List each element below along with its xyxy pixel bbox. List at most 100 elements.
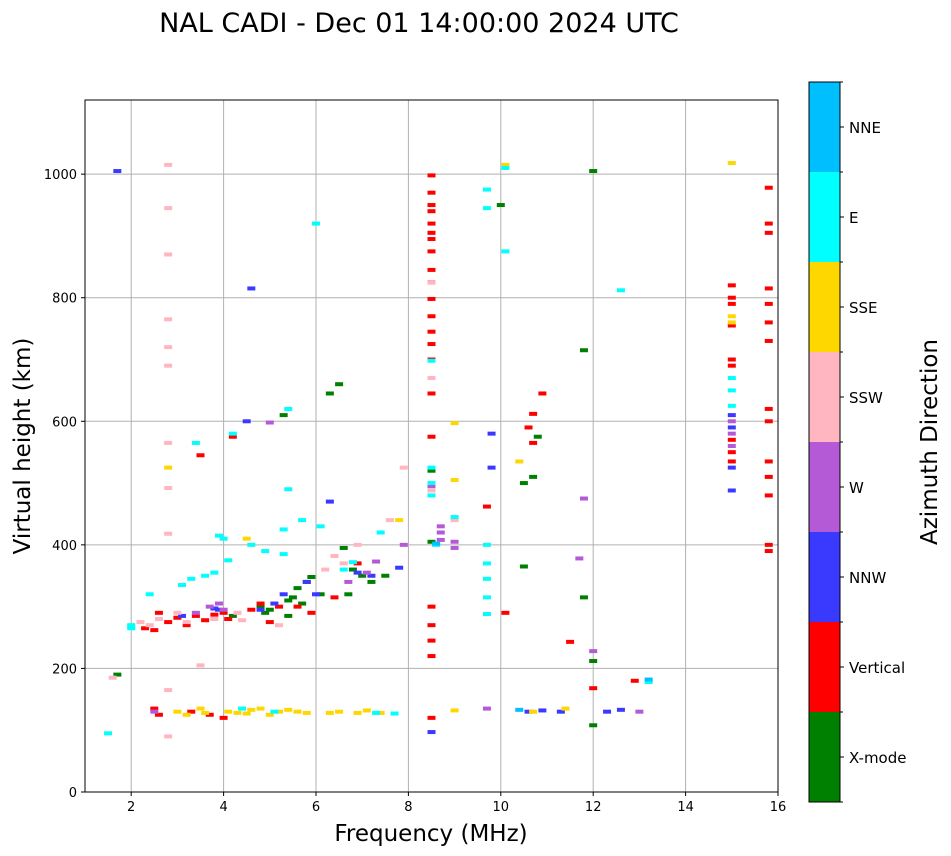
data-point xyxy=(242,419,251,424)
data-point xyxy=(395,518,404,523)
data-point xyxy=(427,654,436,659)
data-point xyxy=(178,613,187,618)
data-point xyxy=(427,493,436,498)
data-point xyxy=(589,686,598,691)
data-point xyxy=(275,623,284,628)
data-point xyxy=(427,623,436,628)
series-e xyxy=(104,165,736,736)
data-point xyxy=(284,613,293,618)
data-point xyxy=(616,707,625,712)
data-point xyxy=(275,604,284,609)
data-point xyxy=(312,592,320,597)
data-point xyxy=(566,639,575,644)
data-point xyxy=(201,710,210,715)
data-point xyxy=(427,730,436,735)
y-axis-label: Virtual height (km) xyxy=(10,338,36,555)
data-point xyxy=(427,715,436,720)
data-point xyxy=(325,391,334,396)
data-point xyxy=(482,595,491,600)
data-point xyxy=(372,559,381,564)
data-point xyxy=(529,440,538,445)
series-nne xyxy=(432,541,653,712)
data-point xyxy=(427,488,436,493)
data-point xyxy=(501,610,510,615)
data-point xyxy=(496,203,505,208)
data-point xyxy=(191,440,200,445)
series-w xyxy=(150,419,736,714)
colorbar-frame xyxy=(808,81,841,803)
data-point xyxy=(482,206,491,211)
data-point xyxy=(353,561,362,566)
data-point xyxy=(727,320,736,325)
data-point xyxy=(764,474,773,479)
data-point xyxy=(224,617,233,621)
data-point xyxy=(224,709,233,714)
data-point xyxy=(450,518,459,523)
data-point xyxy=(501,165,510,170)
data-point xyxy=(205,604,214,609)
data-point xyxy=(210,570,219,575)
colorbar-tick-label: NNE xyxy=(849,119,881,137)
data-point xyxy=(524,425,533,430)
data-point xyxy=(482,504,491,509)
y-tick-label: 600 xyxy=(52,415,77,430)
data-point xyxy=(256,604,265,609)
data-point xyxy=(385,518,394,523)
data-point xyxy=(261,610,270,615)
data-point xyxy=(302,710,311,715)
data-point xyxy=(427,391,436,396)
data-point xyxy=(427,190,436,195)
data-point xyxy=(727,403,736,408)
data-point xyxy=(427,358,436,363)
data-point xyxy=(727,363,736,368)
data-point xyxy=(764,286,773,291)
data-point xyxy=(224,558,233,563)
data-point xyxy=(164,252,173,257)
data-point xyxy=(279,527,288,532)
data-point xyxy=(358,573,367,578)
data-point xyxy=(145,623,154,628)
data-point xyxy=(307,610,316,615)
data-point xyxy=(228,431,237,436)
data-point xyxy=(284,598,293,603)
data-point xyxy=(150,628,159,633)
series-vertical xyxy=(141,173,773,720)
colorbar-label: Azimuth Direction xyxy=(917,339,943,545)
data-point xyxy=(515,459,524,464)
data-point xyxy=(579,348,588,353)
data-point xyxy=(288,595,297,600)
data-point xyxy=(589,723,598,728)
colorbar-tick-label: Vertical xyxy=(849,659,905,677)
data-point xyxy=(533,434,542,439)
data-point xyxy=(427,604,436,609)
data-point xyxy=(727,357,736,362)
data-point xyxy=(219,715,228,720)
data-point xyxy=(427,468,436,473)
data-point xyxy=(164,688,173,693)
data-point xyxy=(427,481,436,486)
data-point xyxy=(764,338,773,343)
data-point xyxy=(372,710,381,715)
data-point xyxy=(427,539,436,544)
data-point xyxy=(335,382,344,387)
data-point xyxy=(727,323,736,328)
x-tick-label: 6 xyxy=(312,800,320,815)
data-point xyxy=(164,345,173,350)
colorbar-tick-label: X-mode xyxy=(849,749,906,767)
data-point xyxy=(339,567,348,572)
data-point xyxy=(353,710,362,715)
data-point xyxy=(764,320,773,325)
x-tick-label: 10 xyxy=(493,800,510,815)
data-point xyxy=(164,317,173,322)
y-tick-label: 400 xyxy=(52,539,77,554)
data-point xyxy=(616,288,625,293)
data-point xyxy=(344,579,353,584)
data-point xyxy=(335,709,344,714)
colorbar-segment xyxy=(809,82,840,172)
data-point xyxy=(427,638,436,643)
data-point xyxy=(164,620,173,625)
data-point xyxy=(127,623,136,628)
data-point xyxy=(164,206,173,211)
data-point xyxy=(201,618,210,623)
data-point xyxy=(427,465,436,470)
